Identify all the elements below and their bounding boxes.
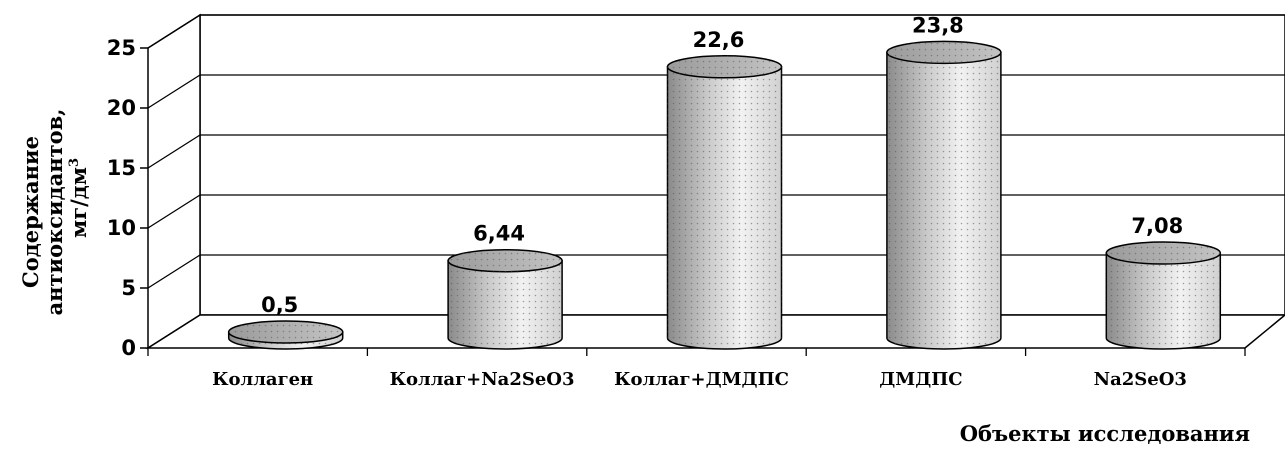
x-category-label: Коллаг+ДМДПС (614, 369, 789, 390)
bar-cap-texture (448, 249, 563, 272)
bar-texture (448, 260, 563, 349)
bar (886, 40, 1002, 350)
y-axis-ticks: 0 5 10 15 20 25 (107, 36, 148, 360)
y-axis-title-unit: мг/дм (66, 167, 91, 238)
bar (227, 320, 344, 350)
bar-cap-texture (228, 321, 343, 343)
bars (227, 40, 1222, 350)
y-tick-label: 20 (107, 96, 136, 120)
bar-texture (667, 66, 782, 350)
data-label: 6,44 (473, 222, 525, 246)
y-tick-label: 15 (107, 156, 136, 180)
data-label: 22,6 (693, 28, 745, 52)
x-category-label: Коллаг+Na2SeO3 (390, 369, 575, 390)
y-axis-title-line2: антиоксидантов, (42, 109, 67, 316)
y-axis-title-line1: Содержание (18, 136, 43, 288)
y-tick-label: 10 (107, 216, 136, 240)
bar-cap-texture (1106, 242, 1221, 265)
side-wall (147, 13, 201, 350)
bar-cap-texture (886, 41, 1001, 64)
data-label: 23,8 (912, 13, 964, 37)
bar-cap-texture (667, 55, 782, 78)
bar (447, 248, 563, 350)
x-category-label: Na2SeO3 (1094, 369, 1187, 390)
gridline-side (147, 134, 201, 169)
y-tick-label: 5 (121, 276, 136, 300)
bar-texture (886, 52, 1001, 350)
bar (666, 55, 783, 350)
gridline-side (147, 194, 201, 229)
gridline-side (147, 254, 201, 289)
x-axis-categories: Коллаген Коллаг+Na2SeO3 Коллаг+ДМДПС ДМДПС N… (147, 348, 1246, 390)
y-tick-label: 25 (107, 36, 136, 60)
data-label: 7,08 (1131, 214, 1183, 238)
y-axis-title-unit-sup: 3 (67, 158, 82, 167)
x-axis-title: Объекты исследования (960, 421, 1250, 446)
y-axis-title-line3: мг/дм3 (66, 158, 91, 238)
gridline-side (147, 14, 201, 49)
data-labels: 0,5 6,44 22,6 23,8 7,08 (261, 13, 1183, 317)
bar (1105, 241, 1222, 350)
data-label: 0,5 (261, 293, 298, 317)
y-tick-label: 0 (121, 336, 136, 360)
gridline-side (147, 74, 201, 109)
bar-texture (1106, 253, 1221, 349)
x-category-label: ДМДПС (879, 369, 962, 390)
x-category-label: Коллаген (212, 369, 313, 390)
